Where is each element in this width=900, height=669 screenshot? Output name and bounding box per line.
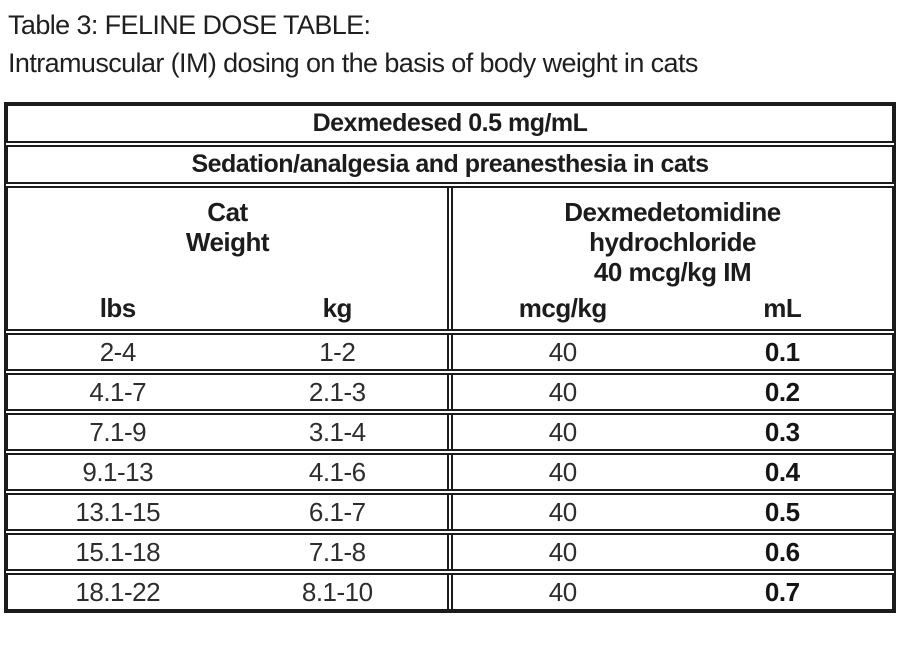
drug-label-line2: hydrochloride — [589, 227, 756, 257]
ml-value: 0.1 — [764, 336, 800, 367]
drug-label-page: Table 3: FELINE DOSE TABLE: Intramuscula… — [0, 6, 900, 669]
feline-dose-table: Dexmedesed 0.5 mg/mL Sedation/analgesia … — [4, 102, 896, 613]
lbs-value: 7.1-9 — [89, 416, 147, 447]
drug-dose-label: Dexmedetomidine hydrochloride 40 mcg/kg … — [453, 197, 892, 287]
kg-column-header: kg — [322, 293, 353, 323]
table-row: 2-4 1-2 40 0.1 — [6, 333, 894, 371]
ml-value: 0.6 — [764, 536, 800, 567]
kg-value: 3.1-4 — [308, 416, 366, 447]
column-header-row: Cat Weight lbs kg Dexmedetomidine hydroc… — [6, 186, 894, 331]
lbs-value: 15.1-18 — [75, 536, 161, 567]
cat-weight-label-line2: Weight — [185, 227, 270, 257]
table-row: 9.1-13 4.1-6 40 0.4 — [6, 453, 894, 491]
table-caption: Table 3: FELINE DOSE TABLE: Intramuscula… — [8, 6, 900, 82]
lbs-value: 18.1-22 — [75, 576, 161, 607]
kg-value: 8.1-10 — [301, 576, 373, 607]
table-row: 4.1-7 2.1-3 40 0.2 — [6, 373, 894, 411]
mcg-per-kg-column-header: mcg/kg — [518, 293, 608, 323]
table-row: 18.1-22 8.1-10 40 0.7 — [6, 573, 894, 611]
drug-label-line1: Dexmedetomidine — [564, 197, 781, 227]
ml-value: 0.7 — [764, 576, 800, 607]
ml-value: 0.3 — [764, 416, 800, 447]
lbs-value: 9.1-13 — [82, 456, 154, 487]
table-row: 13.1-15 6.1-7 40 0.5 — [6, 493, 894, 531]
ml-column-header: mL — [763, 293, 802, 323]
mcg-per-kg-value: 40 — [548, 536, 577, 567]
indication-row: Sedation/analgesia and preanesthesia in … — [6, 145, 894, 184]
kg-value: 2.1-3 — [308, 376, 366, 407]
ml-value: 0.5 — [764, 496, 800, 527]
cat-weight-header: Cat Weight lbs kg — [8, 188, 449, 329]
dose-subheaders: mcg/kg mL — [453, 293, 892, 324]
cat-weight-label-line1: Cat — [207, 197, 248, 227]
ml-value: 0.2 — [764, 376, 800, 407]
lbs-value: 13.1-15 — [75, 496, 161, 527]
drug-dose-header: Dexmedetomidine hydrochloride 40 mcg/kg … — [451, 188, 892, 329]
mcg-per-kg-value: 40 — [548, 336, 577, 367]
kg-value: 7.1-8 — [308, 536, 366, 567]
caption-line-2: Intramuscular (IM) dosing on the basis o… — [8, 48, 698, 78]
ml-value: 0.4 — [764, 456, 800, 487]
lbs-value: 4.1-7 — [89, 376, 147, 407]
mcg-per-kg-value: 40 — [548, 416, 577, 447]
cat-weight-label: Cat Weight — [8, 197, 447, 257]
table-row: 7.1-9 3.1-4 40 0.3 — [6, 413, 894, 451]
caption-line-1: Table 3: FELINE DOSE TABLE: — [8, 10, 371, 40]
product-name: Dexmedesed 0.5 mg/mL — [312, 109, 588, 137]
mcg-per-kg-value: 40 — [548, 496, 577, 527]
kg-value: 1-2 — [319, 336, 356, 367]
drug-label-line3: 40 mcg/kg IM — [593, 257, 752, 287]
kg-value: 4.1-6 — [308, 456, 366, 487]
weight-subheaders: lbs kg — [8, 293, 447, 324]
mcg-per-kg-value: 40 — [548, 576, 577, 607]
lbs-value: 2-4 — [99, 336, 137, 367]
lbs-column-header: lbs — [99, 293, 137, 323]
mcg-per-kg-value: 40 — [548, 376, 577, 407]
mcg-per-kg-value: 40 — [548, 456, 577, 487]
indication-text: Sedation/analgesia and preanesthesia in … — [191, 150, 709, 178]
kg-value: 6.1-7 — [308, 496, 366, 527]
product-row: Dexmedesed 0.5 mg/mL — [6, 104, 894, 143]
table-row: 15.1-18 7.1-8 40 0.6 — [6, 533, 894, 571]
